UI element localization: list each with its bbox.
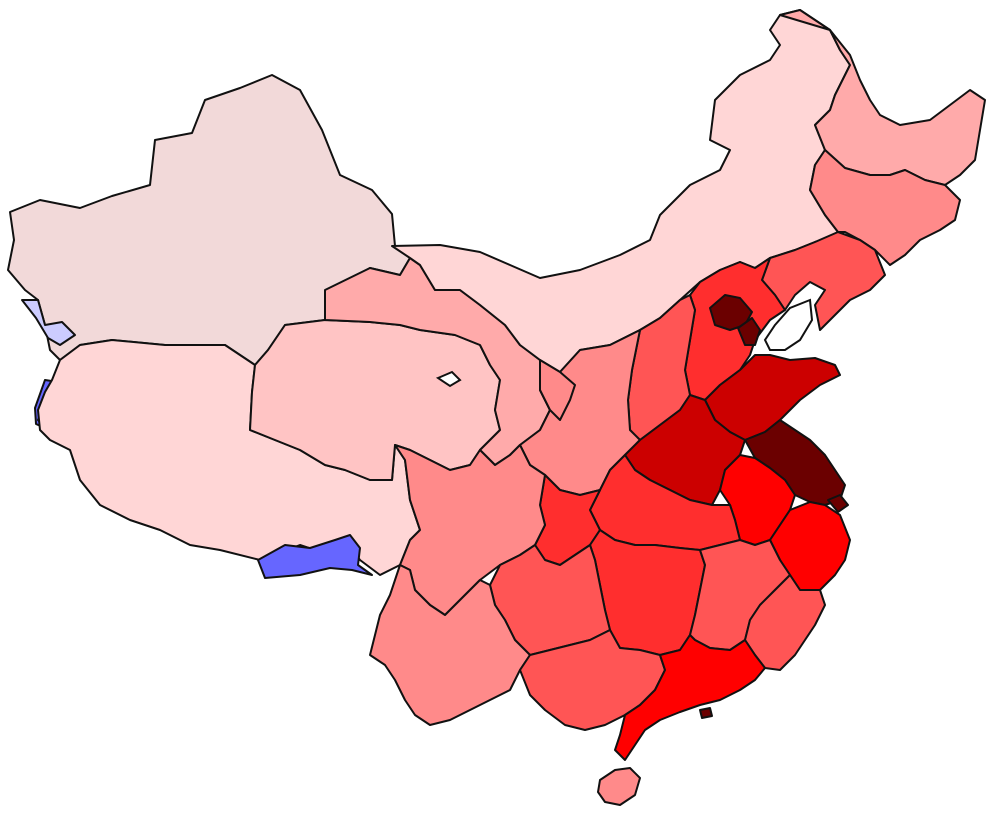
bohai-sea: [763, 298, 814, 351]
lake-qinghai: [435, 370, 462, 388]
region-heilongjiang: [779, 9, 986, 186]
region-yunnan: [369, 564, 531, 726]
region-guangdong: [614, 634, 766, 761]
region-ningxia: [539, 359, 576, 421]
region-shanghai: [827, 494, 849, 513]
region-south-tibet: [257, 534, 373, 579]
region-hainan: [597, 767, 641, 806]
region-tianjin: [737, 317, 761, 346]
region-beijing: [709, 294, 753, 331]
region-disputed-west: [21, 299, 76, 346]
region-hong-kong: [699, 707, 713, 719]
region-jilin: [809, 149, 961, 266]
